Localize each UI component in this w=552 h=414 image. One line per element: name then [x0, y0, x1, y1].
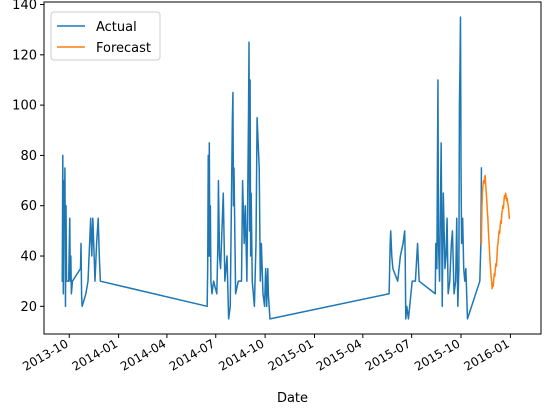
y-axis: 20 40 60 80 100 120 140	[12, 0, 44, 315]
legend-box	[50, 11, 161, 61]
y-tick-label: 20	[20, 300, 37, 315]
y-tick-label: 100	[12, 99, 37, 114]
y-tick-label: 140	[12, 0, 37, 13]
x-axis-label: Date	[277, 391, 308, 406]
y-tick-label: 40	[20, 250, 37, 265]
series-layer	[61, 16, 511, 320]
series-line-forecast	[480, 174, 511, 290]
y-tick-label: 80	[20, 149, 37, 164]
y-tick-label: 120	[12, 48, 37, 63]
plot-frame	[43, 1, 542, 335]
legend-label-forecast: Forecast	[96, 41, 151, 56]
y-tick-label: 60	[20, 199, 37, 214]
legend-label-actual: Actual	[96, 20, 137, 35]
legend: Actual Forecast	[50, 11, 161, 61]
series-line-actual	[61, 16, 483, 320]
